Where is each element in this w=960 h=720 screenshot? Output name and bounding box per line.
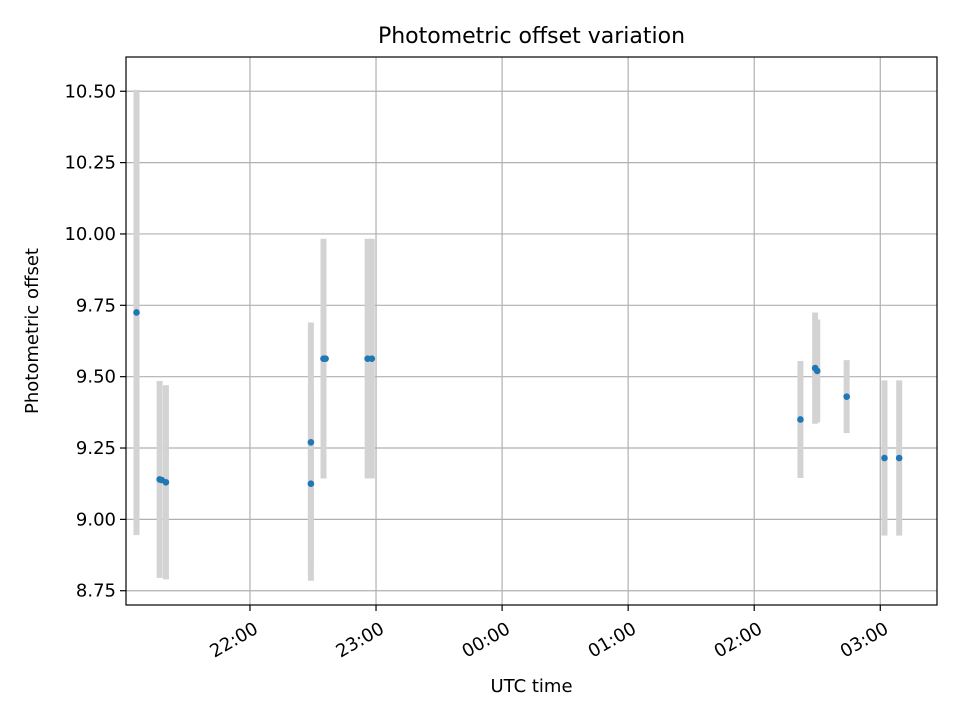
data-point [158,476,166,484]
plot-frame [125,56,938,606]
chart-title: Photometric offset variation [378,24,685,49]
y-tick-label: 8.75 [76,581,116,602]
y-tick-label: 9.25 [76,438,116,459]
data-point [307,439,315,446]
data-point [797,416,804,423]
x-axis-label: UTC time [490,676,572,697]
data-point [368,355,376,362]
y-tick-label: 9.75 [76,295,116,316]
data-point [881,454,888,462]
data-points [133,309,903,487]
y-tick-label: 10.25 [64,153,116,174]
y-tick-label: 10.00 [64,224,116,245]
y-axis: 8.75 9.00 9.25 9.50 9.75 10.00 10.25 10.50 [64,81,126,602]
y-tick-label: 9.00 [76,509,116,530]
y-axis-label: Photometric offset [22,248,43,414]
y-tick-label: 9.50 [76,367,116,388]
data-point [843,393,850,400]
data-point [307,480,315,487]
data-point [895,454,903,462]
data-point [322,355,329,362]
data-point [133,309,140,316]
data-point [813,367,821,375]
y-tick-label: 10.50 [64,81,116,102]
